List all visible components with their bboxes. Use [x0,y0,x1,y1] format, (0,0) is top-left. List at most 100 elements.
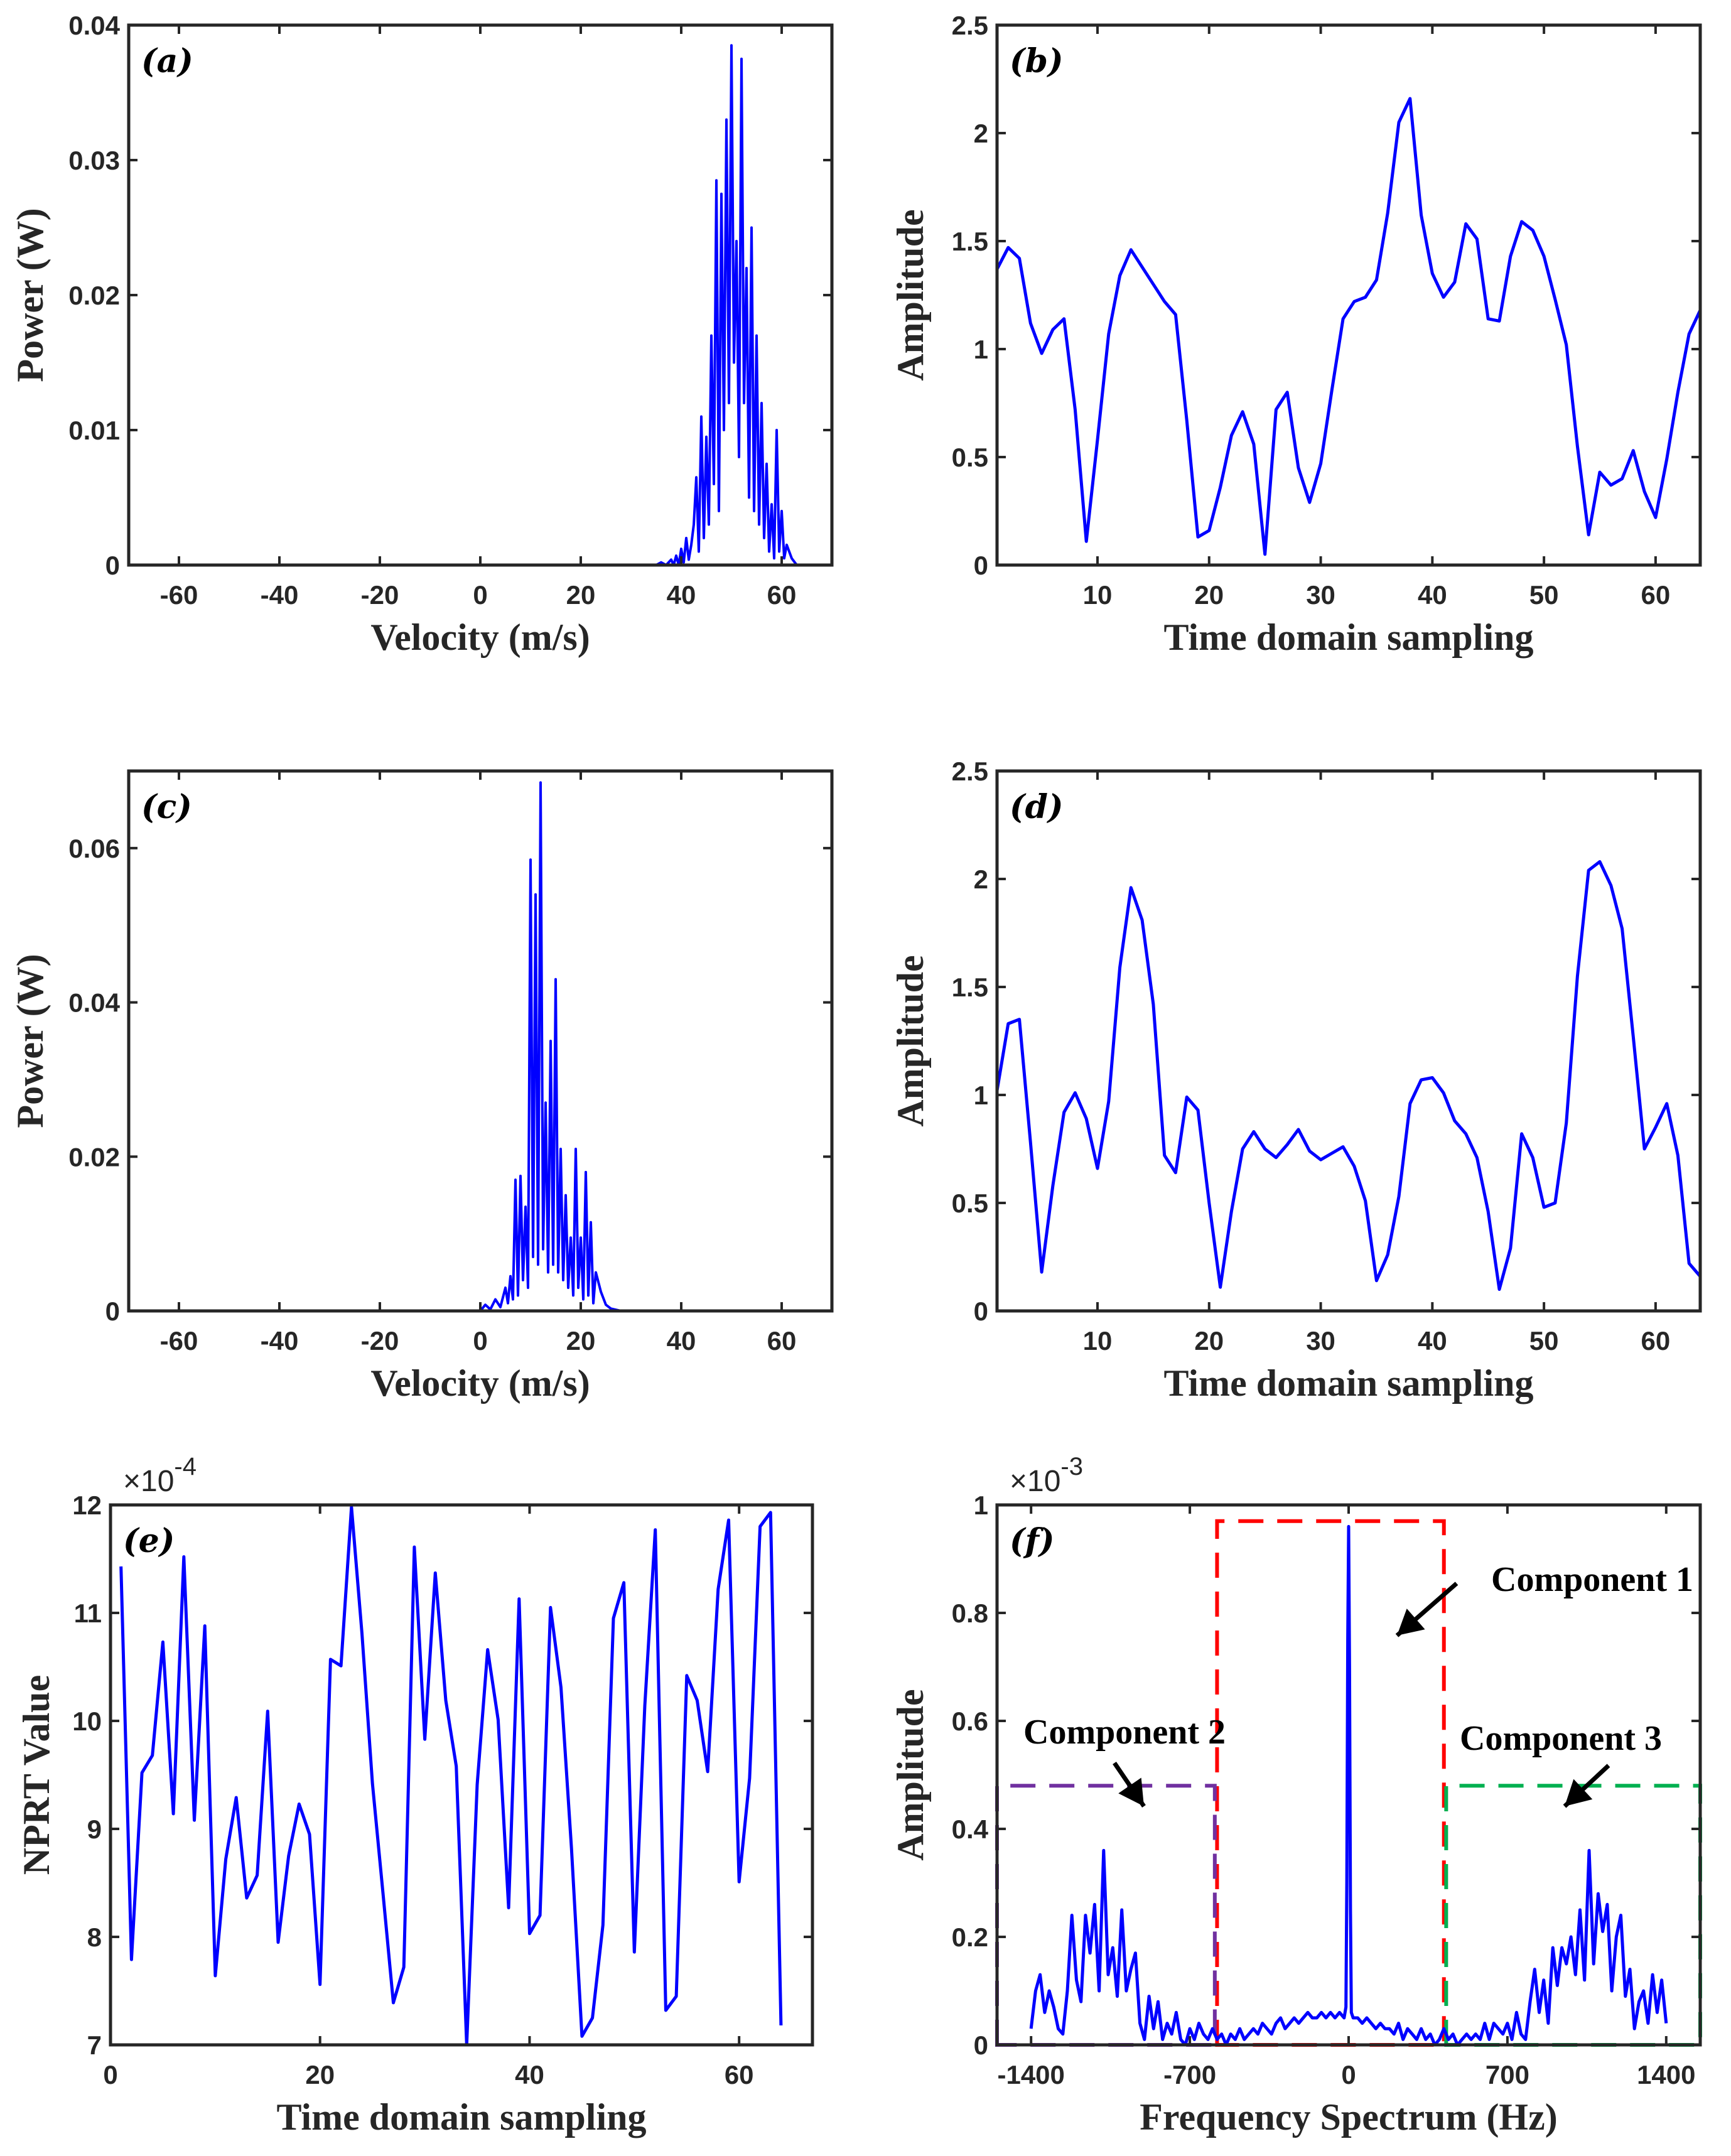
y-tick-label: 0.6 [952,1706,988,1736]
y-axis-label: Power (W) [9,954,51,1128]
axes-frame-d [995,769,1702,1313]
x-tick-label: 60 [767,1326,797,1356]
x-axis-label: Frequency Spectrum (Hz) [1140,2096,1557,2138]
x-tick-label: 700 [1486,2060,1529,2089]
x-tick-label: -20 [361,580,399,610]
y-tick-label: 0.01 [68,416,120,445]
x-tick-label: 40 [1418,580,1447,610]
y-tick-label: 0.5 [952,443,988,472]
panel-e: 0 20 40 60 7 8 9 10 11 12 Time domain sampling NPRT… [16,1453,814,2138]
x-tick-label: -40 [261,1326,299,1356]
panel-label: (a) [141,42,193,80]
x-tick-label: 30 [1306,580,1335,610]
y-tick-label: 0.06 [68,834,120,863]
y-tick-label: 12 [72,1490,102,1520]
series-line-d [997,860,1700,1291]
y-tick-label: 0.03 [68,146,120,175]
y-tick-label: 0 [974,1296,988,1326]
axes-frame-e [109,1503,814,2047]
y-tick-label: 11 [74,1598,102,1628]
y-axis-label: NPRT Value [16,1675,57,1875]
y-tick-label: 0 [105,551,120,580]
x-axis-label: Time domain sampling [1163,617,1533,658]
y-tick-label: 1.5 [952,227,988,256]
y-tick-label: 7 [87,2030,102,2060]
y-axis-label: Power (W) [9,208,51,382]
component-arrowhead-2 [1118,1777,1144,1806]
y-tick-label: 1 [974,1081,988,1110]
series-line-b [997,97,1700,556]
x-axis-label: Velocity (m/s) [370,1362,590,1404]
region-box-1 [1215,1519,1446,2047]
x-tick-label: 60 [767,580,797,610]
y-tick-label: 0.04 [68,988,120,1018]
y-tick-label: 0 [974,551,988,580]
y-tick-label: 0 [105,1296,120,1326]
x-tick-label: 20 [566,580,596,610]
series-line-a [129,44,832,565]
y-tick-label: 0 [974,2030,988,2060]
component-label-1: Component 1 [1491,1560,1693,1599]
y-tick-label: 8 [87,1922,102,1952]
y-tick-label: 2.5 [952,757,988,786]
panel-b: 10 20 30 40 50 60 0 0.5 1 1.5 2 2.5 Time domain samp… [890,11,1702,658]
x-tick-label: 40 [515,2060,544,2089]
y-tick-label: 0.04 [68,11,120,40]
x-tick-label: -20 [361,1326,399,1356]
panel-label: (e) [123,1522,175,1560]
x-tick-label: 50 [1529,1326,1559,1356]
panel-label: (d) [1010,788,1064,826]
y-tick-label: 1 [974,335,988,364]
y-tick-label: 0.02 [68,281,120,310]
x-tick-label: 60 [1641,580,1671,610]
y-tick-label: 0.02 [68,1142,120,1172]
panel-label: (b) [1010,42,1064,80]
x-tick-label: 20 [305,2060,335,2089]
x-tick-label: 60 [725,2060,754,2089]
panel-c: -60 -40 -20 0 20 40 60 0 0.02 0.04 0.06 Velocity (m… [9,769,834,1404]
x-tick-label: 0 [103,2060,117,2089]
x-tick-label: 40 [1418,1326,1447,1356]
x-axis-label: Time domain sampling [276,2096,646,2138]
axis-multiplier: ×10-3 [1010,1453,1083,1498]
panel-label: (c) [141,788,192,826]
series-line-f [1029,1524,1668,2045]
x-tick-label: -700 [1163,2060,1216,2089]
x-tick-label: 40 [667,1326,696,1356]
y-tick-label: 2 [974,865,988,894]
x-tick-label: 0 [1341,2060,1356,2089]
x-tick-label: -40 [261,580,299,610]
y-axis-label: Amplitude [890,1689,931,1860]
y-tick-label: 2.5 [952,11,988,40]
y-tick-label: 2 [974,119,988,148]
y-tick-label: 0.2 [952,1922,988,1952]
x-tick-label: 10 [1083,1326,1113,1356]
x-tick-label: 10 [1083,580,1113,610]
y-tick-label: 10 [72,1706,102,1736]
component-label-3: Component 3 [1460,1719,1662,1758]
y-axis-label: Amplitude [890,955,931,1126]
x-tick-label: 60 [1641,1326,1671,1356]
y-tick-label: 1 [974,1490,988,1520]
series-line-e [119,1505,783,2045]
x-tick-label: -1400 [997,2060,1064,2089]
y-tick-label: 0.4 [952,1814,989,1844]
y-tick-label: 0.5 [952,1188,988,1218]
x-tick-label: 50 [1529,580,1559,610]
region-box-3 [1444,1784,1702,2047]
x-tick-label: 1400 [1637,2060,1695,2089]
x-tick-label: 20 [566,1326,596,1356]
y-tick-label: 9 [87,1814,102,1844]
y-axis-label: Amplitude [890,209,931,380]
series-line-c [129,781,832,1311]
x-tick-label: 40 [667,580,696,610]
y-tick-label: 0.8 [952,1598,988,1628]
panel-label: (f) [1010,1522,1055,1560]
y-tick-label: 1.5 [952,973,988,1002]
axes-frame-b [995,23,1702,567]
component-label-2: Component 2 [1023,1713,1226,1752]
x-axis-label: Velocity (m/s) [370,617,590,658]
x-tick-label: 20 [1194,580,1224,610]
x-tick-label: 0 [473,580,487,610]
